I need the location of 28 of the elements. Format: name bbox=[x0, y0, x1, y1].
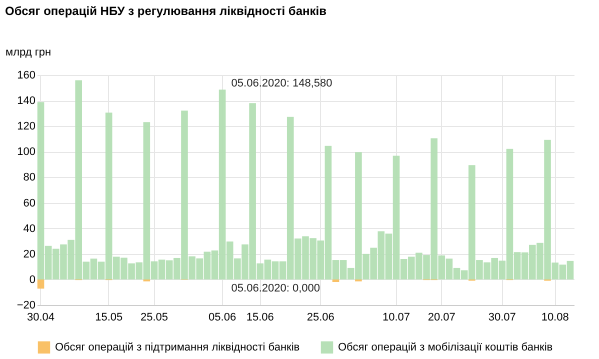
legend-label: Обсяг операцій з мобілізації коштів банків bbox=[338, 341, 553, 354]
y-tick-label: 140 bbox=[17, 95, 36, 108]
y-tick-label: 120 bbox=[17, 120, 36, 133]
y-tick-label: 40 bbox=[23, 222, 36, 235]
y-tick-label: 60 bbox=[23, 197, 36, 210]
x-tick-label: 15.06 bbox=[246, 312, 274, 324]
x-tick-label: 10.08 bbox=[541, 312, 569, 324]
legend-label: Обсяг операцій з підтримання ліквідності банків bbox=[55, 341, 300, 354]
x-tick-label: 20.07 bbox=[428, 312, 456, 324]
y-tick-label: 0 bbox=[29, 274, 36, 286]
x-tick-label: 10.07 bbox=[382, 312, 410, 324]
x-tick-label: 30.04 bbox=[27, 312, 55, 324]
x-tick-label: 30.07 bbox=[488, 312, 516, 324]
y-tick-label: 80 bbox=[23, 172, 36, 184]
x-tick-label: 15.05 bbox=[95, 312, 123, 324]
x-tick-label: 05.06 bbox=[208, 312, 236, 324]
bar bbox=[37, 279, 44, 289]
y-tick-label: 100 bbox=[17, 146, 36, 158]
bar bbox=[332, 279, 340, 282]
y-tick-label: 160 bbox=[17, 70, 36, 82]
annotation: 05.06.2020: 0,000 bbox=[231, 282, 320, 294]
x-tick-label: 25.05 bbox=[140, 312, 168, 324]
chart-title: Обсяг операцій НБУ з регулювання ліквідності банків bbox=[5, 4, 326, 18]
x-tick-label: 25.06 bbox=[306, 312, 334, 324]
y-tick-label: 20 bbox=[23, 248, 36, 260]
y-tick-label: −20 bbox=[16, 300, 36, 312]
y-axis-title: млрд грн bbox=[6, 46, 52, 58]
annotation: 05.06.2020: 148,580 bbox=[231, 78, 332, 90]
